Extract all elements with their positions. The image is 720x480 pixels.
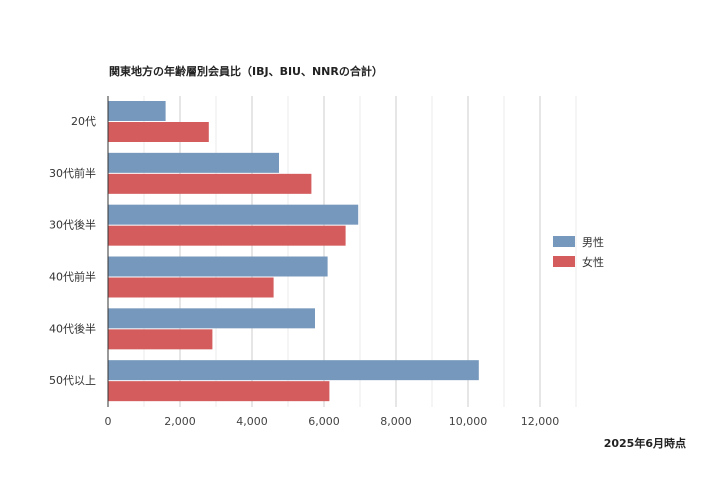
legend-label-female: 女性 xyxy=(582,255,604,269)
legend-label-male: 男性 xyxy=(582,235,604,249)
x-tick-label: 8,000 xyxy=(380,415,412,428)
x-tick-label: 10,000 xyxy=(449,415,488,428)
category-label: 40代後半 xyxy=(49,321,96,335)
bar-male-4 xyxy=(108,308,315,329)
legend-swatch-female xyxy=(553,256,575,267)
bars xyxy=(108,101,479,402)
x-tick-label: 2,000 xyxy=(164,415,196,428)
gridlines xyxy=(143,96,577,407)
category-label: 30代後半 xyxy=(49,218,96,232)
bar-male-5 xyxy=(108,360,479,381)
x-tick-label: 12,000 xyxy=(521,415,560,428)
x-tick-labels: 0 2,000 4,000 6,000 8,000 10,000 12,000 xyxy=(105,415,560,428)
date-note: 2025年6月時点 xyxy=(604,436,686,450)
x-tick-label: 6,000 xyxy=(308,415,340,428)
chart-title: 関東地方の年齢層別会員比（IBJ、BIU、NNRの合計） xyxy=(109,64,383,78)
bar-male-3 xyxy=(108,256,328,277)
bar-female-5 xyxy=(108,381,330,402)
bar-female-2 xyxy=(108,225,346,246)
category-labels: 20代 30代前半 30代後半 40代前半 40代後半 50代以上 xyxy=(49,115,96,387)
category-label: 20代 xyxy=(71,115,96,128)
x-tick-label: 4,000 xyxy=(236,415,268,428)
bar-female-3 xyxy=(108,277,274,298)
bar-male-2 xyxy=(108,204,359,225)
bar-female-1 xyxy=(108,173,312,194)
bar-male-0 xyxy=(108,101,166,121)
bar-female-4 xyxy=(108,329,213,350)
x-tick-label: 0 xyxy=(105,415,112,428)
category-label: 40代前半 xyxy=(49,270,96,284)
bar-female-0 xyxy=(108,122,209,142)
category-label: 50代以上 xyxy=(49,374,96,387)
bar-male-1 xyxy=(108,152,279,173)
category-label: 30代前半 xyxy=(49,166,96,180)
legend-swatch-male xyxy=(553,236,575,247)
